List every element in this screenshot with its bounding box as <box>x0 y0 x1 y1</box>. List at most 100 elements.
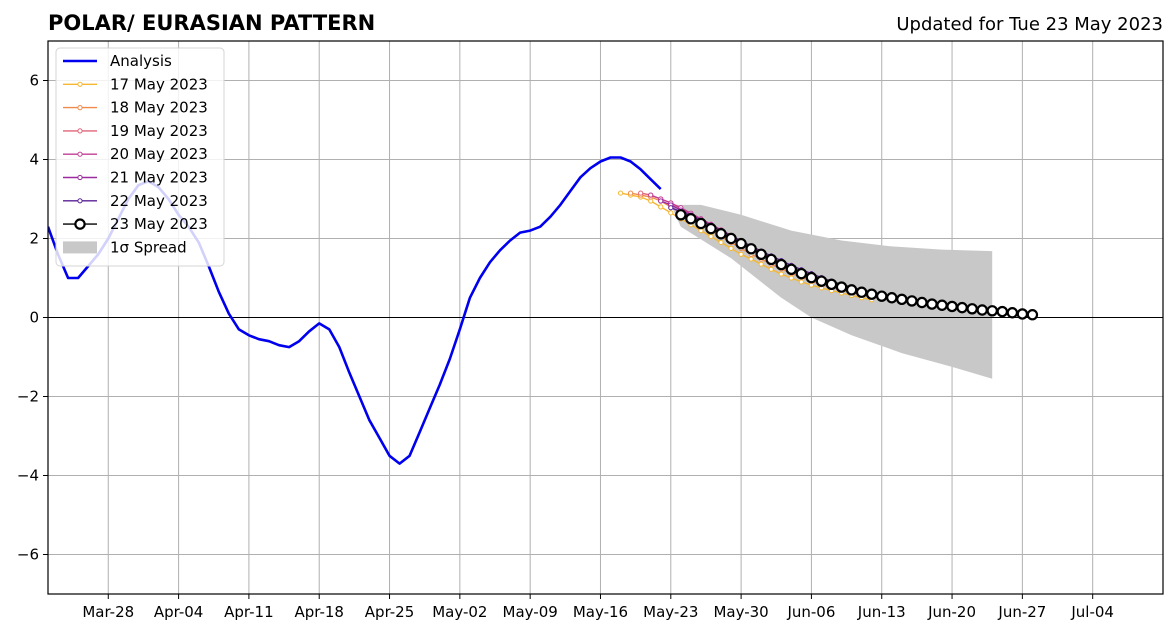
legend-marker <box>77 198 83 204</box>
forecast-point <box>758 261 764 267</box>
x-tick-label: Apr-04 <box>154 603 204 621</box>
forecast-current-point <box>986 305 998 317</box>
x-tick-label: Jun-27 <box>997 603 1046 621</box>
forecast-point <box>668 210 674 216</box>
legend-item: Analysis <box>63 52 172 70</box>
forecast-point <box>668 205 674 211</box>
legend-swatch <box>63 241 97 254</box>
legend-item: 20 May 2023 <box>63 145 208 163</box>
forecast-current-point <box>825 278 838 291</box>
forecast-current-point <box>855 286 868 298</box>
legend-item: 21 May 2023 <box>63 169 208 187</box>
legend-item: 17 May 2023 <box>63 75 208 93</box>
forecast-current-point <box>755 248 767 260</box>
forecast-current-point <box>745 243 757 255</box>
legend-label: 1σ Spread <box>110 238 187 256</box>
forecast-point <box>617 190 624 196</box>
x-tick-label: Apr-18 <box>294 603 344 621</box>
y-tick-label: 0 <box>29 309 39 327</box>
x-tick-label: May-09 <box>503 603 558 621</box>
legend-label: 18 May 2023 <box>110 99 208 117</box>
legend-marker <box>77 151 83 157</box>
x-tick-label: Mar-28 <box>82 603 134 621</box>
forecast-current-point <box>725 232 737 245</box>
forecast-current-point <box>865 288 878 300</box>
forecast-point <box>718 239 724 246</box>
x-axis: Mar-28 Apr-04 Apr-11 Apr-18 Apr-25 May-02 May-… <box>82 594 1114 621</box>
forecast-point <box>738 251 744 257</box>
forecast-current-point <box>886 292 898 304</box>
forecast-point <box>728 245 734 251</box>
forecast-point <box>648 192 654 198</box>
legend-marker <box>77 105 83 111</box>
legend-item: 1σ Spread <box>63 238 187 256</box>
forecast-current-point <box>926 298 938 310</box>
x-tick-label: May-30 <box>713 603 768 621</box>
y-tick-label: −4 <box>17 467 39 485</box>
legend-item: 22 May 2023 <box>63 192 208 210</box>
legend-label: 20 May 2023 <box>110 145 208 163</box>
legend-marker <box>77 81 83 87</box>
forecast-current-point <box>685 213 697 225</box>
forecast-current-point <box>695 217 707 230</box>
forecast-current-point <box>805 271 818 284</box>
forecast-point <box>778 271 784 277</box>
y-tick-label: −6 <box>17 546 39 564</box>
forecast-current-point <box>845 284 858 296</box>
y-tick-label: 2 <box>29 230 39 248</box>
forecast-current-point <box>976 304 988 316</box>
y-tick-label: 6 <box>29 72 39 90</box>
forecast-current-point <box>966 303 978 315</box>
forecast-current-point <box>916 296 928 309</box>
forecast-current-point <box>876 290 888 302</box>
forecast-current-point <box>785 263 798 276</box>
x-tick-label: Jun-13 <box>857 603 906 621</box>
forecast-point <box>708 233 714 240</box>
forecast-current-point <box>715 228 727 240</box>
legend-item: 19 May 2023 <box>63 122 208 140</box>
legend-marker <box>77 174 83 181</box>
forecast-current-point <box>906 295 918 307</box>
x-tick-label: May-02 <box>432 603 487 621</box>
chart-subtitle: Updated for Tue 23 May 2023 <box>896 14 1163 35</box>
x-tick-label: Apr-11 <box>224 603 274 621</box>
legend-item: 18 May 2023 <box>63 99 208 117</box>
legend-label: 23 May 2023 <box>110 215 208 233</box>
forecast-current-point <box>735 237 747 250</box>
forecast-current <box>675 209 1039 321</box>
y-axis: −6 −4 −2 0 2 4 6 <box>17 72 48 564</box>
forecast-point <box>628 190 634 196</box>
forecast-point <box>768 266 774 272</box>
y-tick-label: −2 <box>17 388 39 406</box>
forecast-point <box>658 204 664 210</box>
y-tick-label: 4 <box>29 151 39 169</box>
forecast-point <box>638 190 644 196</box>
legend-marker <box>74 218 86 230</box>
x-tick-label: Jun-06 <box>786 603 835 621</box>
legend-label: 21 May 2023 <box>110 169 208 187</box>
legend-label: Analysis <box>110 52 172 70</box>
x-tick-label: Apr-25 <box>365 603 415 621</box>
forecast-point <box>748 256 754 262</box>
chart-title: POLAR/ EURASIAN PATTERN <box>48 11 375 35</box>
forecast-current-point <box>896 293 908 306</box>
forecast-current-point <box>765 253 777 266</box>
forecast-point <box>788 275 794 281</box>
legend-item: 23 May 2023 <box>63 215 208 233</box>
forecast-current-point <box>1006 307 1019 319</box>
forecast-current-point <box>775 258 787 271</box>
x-tick-label: May-16 <box>573 603 628 621</box>
forecast-current-point <box>936 299 948 311</box>
forecast-current-point <box>1026 309 1039 321</box>
forecast-point <box>658 198 664 204</box>
forecast-current-point <box>675 209 687 221</box>
forecast-current-point <box>996 305 1008 318</box>
legend-label: 17 May 2023 <box>110 75 208 93</box>
legend-marker <box>77 128 83 134</box>
forecast-current-point <box>815 275 828 287</box>
forecast-current-point <box>946 300 958 313</box>
forecast-current-point <box>956 301 968 314</box>
forecast-point <box>798 279 804 285</box>
legend-label: 22 May 2023 <box>110 192 208 210</box>
